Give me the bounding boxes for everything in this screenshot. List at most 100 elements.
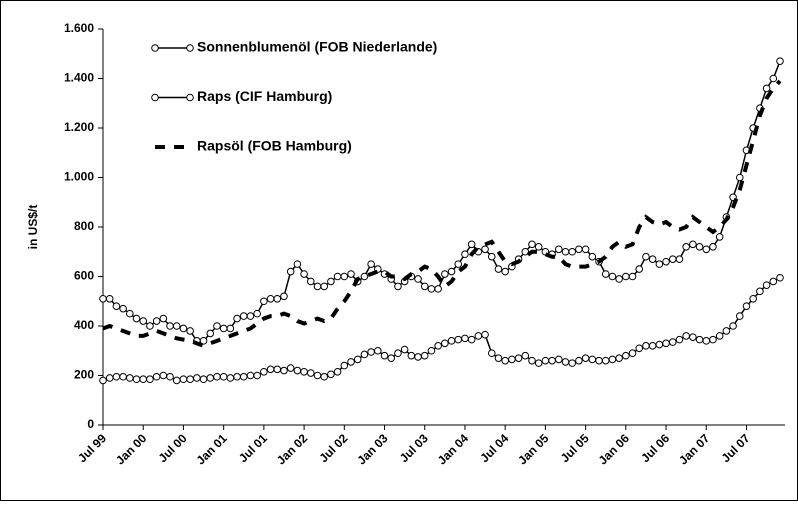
series-marker: [575, 356, 583, 365]
series-line: [102, 79, 782, 348]
series-marker: [581, 245, 590, 254]
series-marker: [668, 255, 677, 263]
series-marker: [186, 375, 194, 384]
series-marker: [447, 337, 456, 345]
series-marker: [313, 282, 322, 291]
series-marker: [769, 277, 778, 286]
series-marker: [273, 365, 282, 374]
series-marker: [105, 294, 114, 303]
y-tick-label: 0: [87, 417, 94, 431]
series-marker: [239, 312, 248, 320]
series-marker: [608, 272, 617, 281]
series-marker: [695, 335, 704, 344]
series-marker: [601, 356, 610, 365]
series-marker: [199, 337, 208, 345]
series-marker: [655, 260, 664, 268]
series-marker: [561, 247, 570, 256]
series-marker: [481, 245, 489, 254]
series-marker: [266, 365, 275, 374]
series-marker: [427, 346, 436, 355]
series-marker: [762, 281, 771, 289]
series-marker: [735, 173, 744, 182]
series-marker: [648, 255, 657, 263]
series-marker: [219, 372, 228, 381]
series-marker: [642, 342, 650, 350]
series-marker: [280, 292, 288, 301]
series-marker: [709, 243, 717, 251]
series-marker: [360, 350, 369, 359]
series-marker: [367, 260, 375, 268]
series-marker: [367, 348, 375, 356]
y-tick-label: 1.400: [64, 71, 94, 85]
series-marker: [655, 340, 664, 349]
series-marker: [662, 339, 670, 348]
series-marker: [286, 267, 295, 276]
series-marker: [735, 312, 744, 320]
series-marker: [320, 282, 328, 291]
series-marker: [608, 355, 617, 364]
series-marker: [139, 317, 148, 325]
series-marker: [528, 240, 536, 249]
series-marker: [206, 329, 215, 338]
series-marker: [340, 272, 349, 281]
series-marker: [467, 240, 476, 249]
series-marker: [206, 374, 215, 382]
series-marker: [152, 372, 161, 381]
series-marker: [253, 309, 261, 318]
series-marker: [340, 361, 349, 370]
series-marker: [219, 324, 228, 333]
series-marker: [561, 358, 570, 366]
series-marker: [568, 359, 577, 367]
series-marker: [159, 371, 168, 380]
series-marker: [306, 277, 315, 286]
series-marker: [260, 367, 268, 376]
series-marker: [668, 338, 677, 346]
series-marker: [776, 273, 784, 282]
series-marker: [635, 265, 644, 273]
series-marker: [306, 369, 315, 377]
series-marker: [347, 270, 355, 278]
series-marker: [528, 356, 536, 365]
series-marker: [595, 356, 603, 365]
series-marker: [233, 314, 241, 323]
series-marker: [313, 371, 322, 380]
series-marker: [454, 260, 463, 268]
series-marker: [581, 354, 590, 362]
y-tick-label: 800: [74, 219, 94, 233]
series-marker: [394, 349, 402, 358]
series-marker: [112, 302, 121, 311]
series-marker: [662, 257, 670, 266]
series-marker: [521, 247, 530, 256]
series-marker: [414, 275, 422, 283]
series-marker: [715, 233, 724, 241]
series-marker: [179, 375, 188, 384]
series-marker: [695, 243, 704, 251]
series-marker: [99, 376, 107, 385]
series-marker: [152, 317, 161, 325]
series-marker: [286, 364, 295, 372]
series-marker: [172, 322, 181, 330]
series-marker: [374, 346, 382, 355]
series-marker: [293, 366, 302, 375]
series-marker: [280, 366, 288, 375]
series-marker: [648, 342, 657, 350]
series-marker: [300, 270, 308, 278]
series-marker: [300, 367, 308, 376]
series-marker: [99, 294, 107, 303]
series-marker: [776, 57, 784, 65]
series-marker: [400, 345, 409, 354]
series-marker: [166, 322, 174, 330]
series-marker: [360, 272, 369, 281]
series-marker: [105, 374, 114, 382]
series-marker: [635, 344, 644, 353]
series-marker: [159, 314, 168, 323]
series-marker: [461, 250, 469, 259]
series-marker: [172, 376, 181, 385]
series-marker: [347, 358, 355, 366]
series-marker: [702, 337, 711, 345]
series-marker: [749, 294, 757, 303]
series-marker: [253, 371, 261, 380]
legend-marker: [186, 93, 194, 102]
series-marker: [622, 272, 630, 281]
